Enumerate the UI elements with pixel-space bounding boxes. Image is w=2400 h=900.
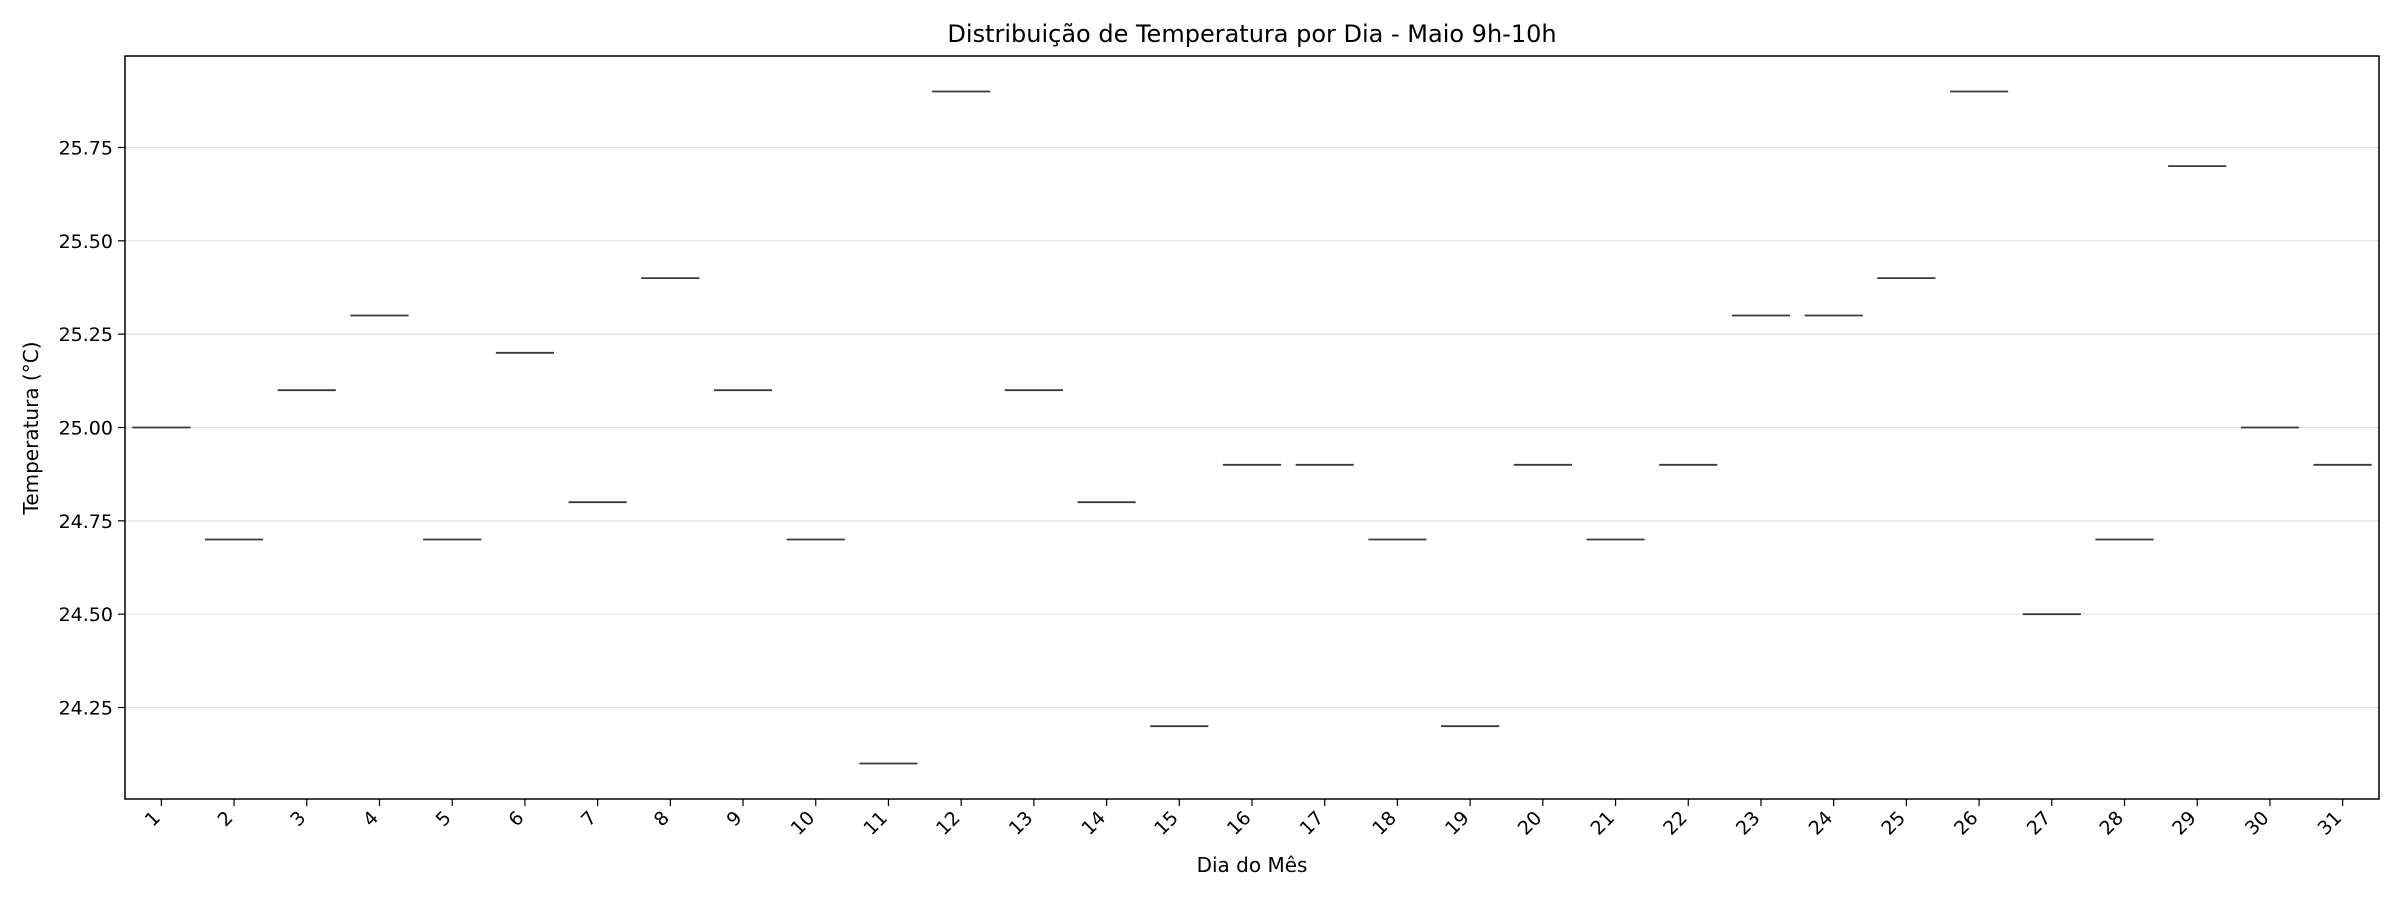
x-tick-label: 17 <box>1296 807 1329 840</box>
x-axis: 1 2 3 4 5 6 7 8 9 10 11 12 13 14 15 16 17 18 19 20 21 22 23 24 2… <box>141 799 2346 840</box>
x-tick-label: 2 <box>213 807 237 831</box>
x-tick-label: 20 <box>1514 807 1547 840</box>
x-tick-label: 8 <box>650 807 674 831</box>
x-tick-label: 18 <box>1368 807 1401 840</box>
x-tick-label: 27 <box>2023 807 2056 840</box>
x-tick-label: 10 <box>787 807 820 840</box>
x-tick-label: 24 <box>1805 807 1838 840</box>
y-tick-label: 25.00 <box>59 418 113 440</box>
x-tick-label: 28 <box>2095 807 2128 840</box>
x-tick-label: 21 <box>1586 807 1619 840</box>
x-tick-label: 16 <box>1223 807 1256 840</box>
y-tick-label: 25.25 <box>59 324 113 346</box>
x-tick-label: 9 <box>722 807 746 831</box>
x-tick-label: 4 <box>359 807 383 831</box>
x-tick-label: 3 <box>286 807 310 831</box>
y-tick-label: 25.75 <box>59 137 113 159</box>
x-tick-label: 5 <box>432 807 456 831</box>
x-tick-label: 6 <box>504 807 528 831</box>
x-tick-label: 29 <box>2168 807 2201 840</box>
x-tick-label: 19 <box>1441 807 1474 840</box>
y-tick-label: 25.50 <box>59 231 113 253</box>
y-axis: 24.25 24.50 24.75 25.00 25.25 25.50 25.75 <box>59 137 125 720</box>
chart-title: Distribuição de Temperatura por Dia - Ma… <box>947 20 1556 48</box>
x-tick-label: 13 <box>1005 807 1038 840</box>
x-tick-label: 15 <box>1150 807 1183 840</box>
x-tick-label: 22 <box>1659 807 1692 840</box>
box-marks <box>132 90 2372 765</box>
x-tick-label: 11 <box>859 807 892 840</box>
grid-lines <box>125 146 2379 709</box>
y-tick-label: 24.75 <box>59 511 113 533</box>
x-axis-label: Dia do Mês <box>1197 853 1308 877</box>
x-tick-label: 31 <box>2314 807 2347 840</box>
x-tick-label: 7 <box>577 807 601 831</box>
y-tick-label: 24.50 <box>59 604 113 626</box>
x-tick-label: 23 <box>1732 807 1765 840</box>
x-tick-label: 12 <box>932 807 965 840</box>
y-axis-label: Temperatura (°C) <box>19 341 43 515</box>
x-tick-label: 14 <box>1077 807 1110 840</box>
x-tick-label: 26 <box>1950 807 1983 840</box>
y-tick-label: 24.25 <box>59 698 113 720</box>
x-tick-label: 30 <box>2241 807 2274 840</box>
x-tick-label: 25 <box>1877 807 1910 840</box>
x-tick-label: 1 <box>141 807 165 831</box>
